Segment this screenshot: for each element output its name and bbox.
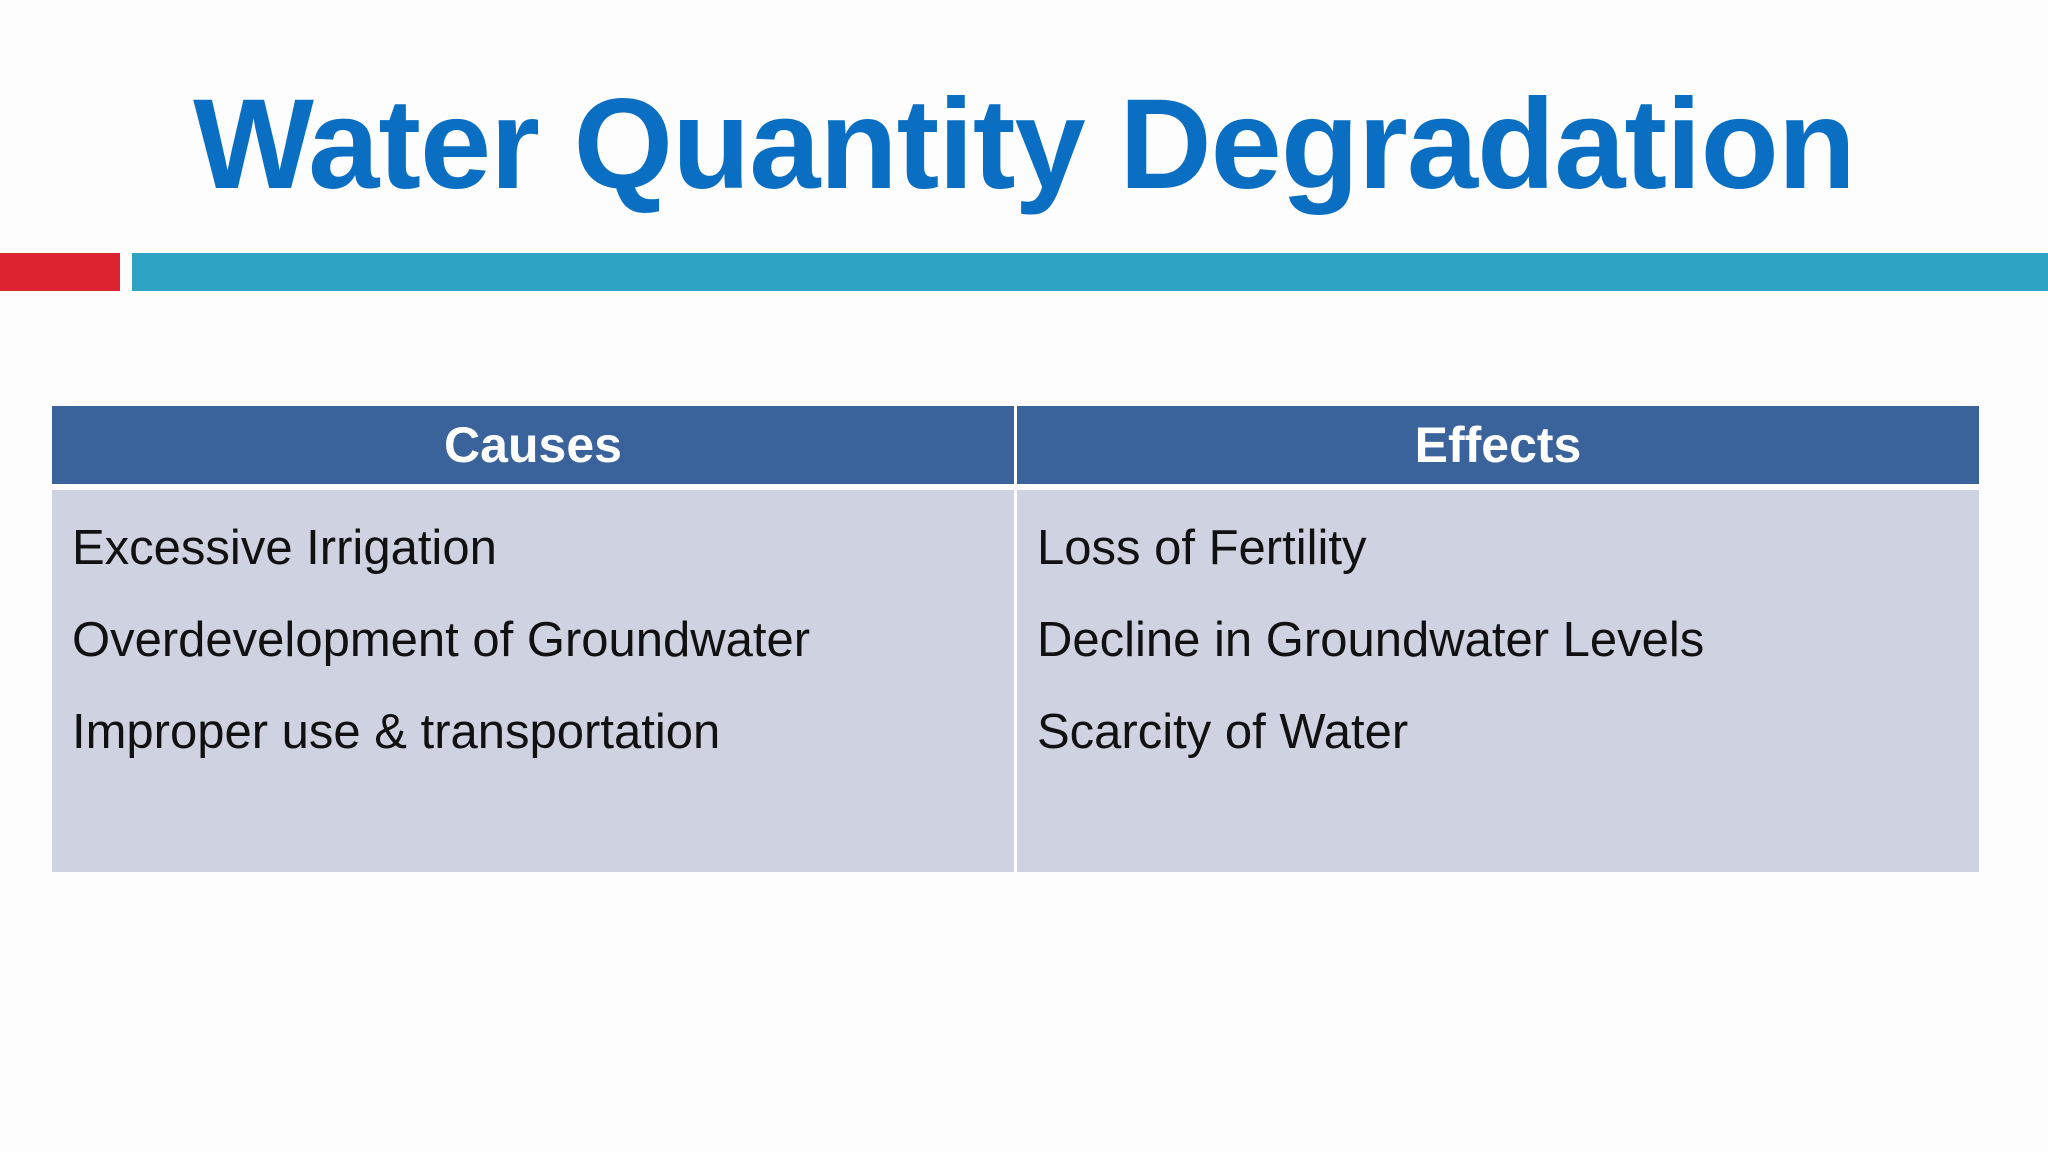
table: Causes Effects Excessive Irrigation Overde… (52, 406, 1979, 872)
cell-text: Improper use & transportation (72, 705, 721, 759)
column-header: Causes (52, 406, 1017, 490)
table-cell: Loss of Fertility Decline in Groundwater … (1015, 487, 1979, 872)
cell-text: Overdevelopment of Groundwater (72, 613, 811, 667)
cell-text: Loss of Fertility (1037, 521, 1367, 575)
slide-title: Water Quantity Degradation (193, 73, 1856, 216)
header-row: Causes Effects (52, 406, 1979, 490)
cell-text: Excessive Irrigation (72, 521, 497, 575)
divider-bar (132, 253, 2048, 291)
column-header: Effects (1015, 406, 1979, 490)
cell-text: Scarcity of Water (1037, 705, 1409, 759)
body-row: Excessive Irrigation Overdevelopment of G… (52, 487, 1979, 872)
cell-text: Decline in Groundwater Levels (1037, 613, 1705, 667)
table-cell: Excessive Irrigation Overdevelopment of G… (52, 487, 1017, 872)
accent-bar (0, 253, 120, 291)
